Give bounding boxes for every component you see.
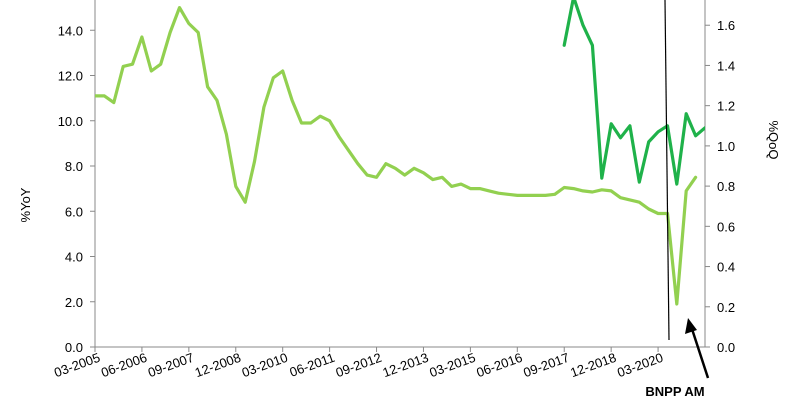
x-tick-label: 06-2006 [99, 350, 149, 380]
annotation-arrow-shaft [690, 328, 710, 379]
x-tick-label: 03-2015 [427, 350, 477, 380]
x-tick-label: 06-2011 [288, 350, 337, 380]
x-tick-label: 12-2018 [568, 350, 618, 380]
left-tick-label: 6.0 [65, 204, 83, 219]
annotation-arrow-head [685, 318, 697, 334]
right-tick-label: 0.6 [717, 219, 735, 234]
x-tick-label: 09-2012 [334, 350, 384, 380]
annotation-layer [664, 0, 710, 379]
left-axis-title: %YoY [18, 187, 33, 222]
series-layer [95, 0, 705, 306]
reference-line [664, 0, 670, 341]
right-tick-label: 0.2 [717, 300, 735, 315]
right-axis-ticks: 0.0 0.2 0.4 0.6 0.8 1.0 1.2 1.4 1.6 [705, 18, 735, 355]
x-axis-ticks: 03-200506-200609-200712-200803-201006-20… [52, 347, 665, 380]
left-tick-label: 8.0 [65, 159, 83, 174]
right-tick-label: 0.8 [717, 179, 735, 194]
left-tick-label: 0.0 [65, 340, 83, 355]
x-tick-label: 03-2010 [240, 350, 290, 380]
left-tick-label: 4.0 [65, 250, 83, 265]
series-line-qoq [562, 0, 705, 186]
x-tick-label: 12-2013 [381, 350, 431, 380]
x-tick-label: 03-2020 [615, 350, 665, 380]
left-tick-label: 10.0 [58, 114, 83, 129]
axes [94, 0, 706, 348]
right-tick-label: 0.4 [717, 260, 735, 275]
left-tick-label: 14.0 [58, 23, 83, 38]
x-tick-label: 06-2016 [474, 350, 524, 380]
left-axis-ticks: 0.0 2.0 4.0 6.0 8.0 10.0 12.0 14.0 [58, 23, 95, 355]
x-tick-label: 09-2007 [146, 350, 196, 380]
right-axis-title: %QoQ [766, 120, 781, 159]
left-tick-label: 2.0 [65, 295, 83, 310]
right-tick-label: 1.2 [717, 99, 735, 114]
left-tick-label: 12.0 [58, 69, 83, 84]
right-tick-label: 0.0 [717, 340, 735, 355]
right-tick-label: 1.0 [717, 139, 735, 154]
right-tick-label: 1.4 [717, 58, 735, 73]
series-line-yoy [95, 5, 698, 306]
x-tick-label: 12-2008 [193, 350, 243, 380]
annotation-label: BNPP AM [645, 384, 704, 399]
x-tick-label: 09-2017 [521, 350, 571, 380]
right-tick-label: 1.6 [717, 18, 735, 33]
